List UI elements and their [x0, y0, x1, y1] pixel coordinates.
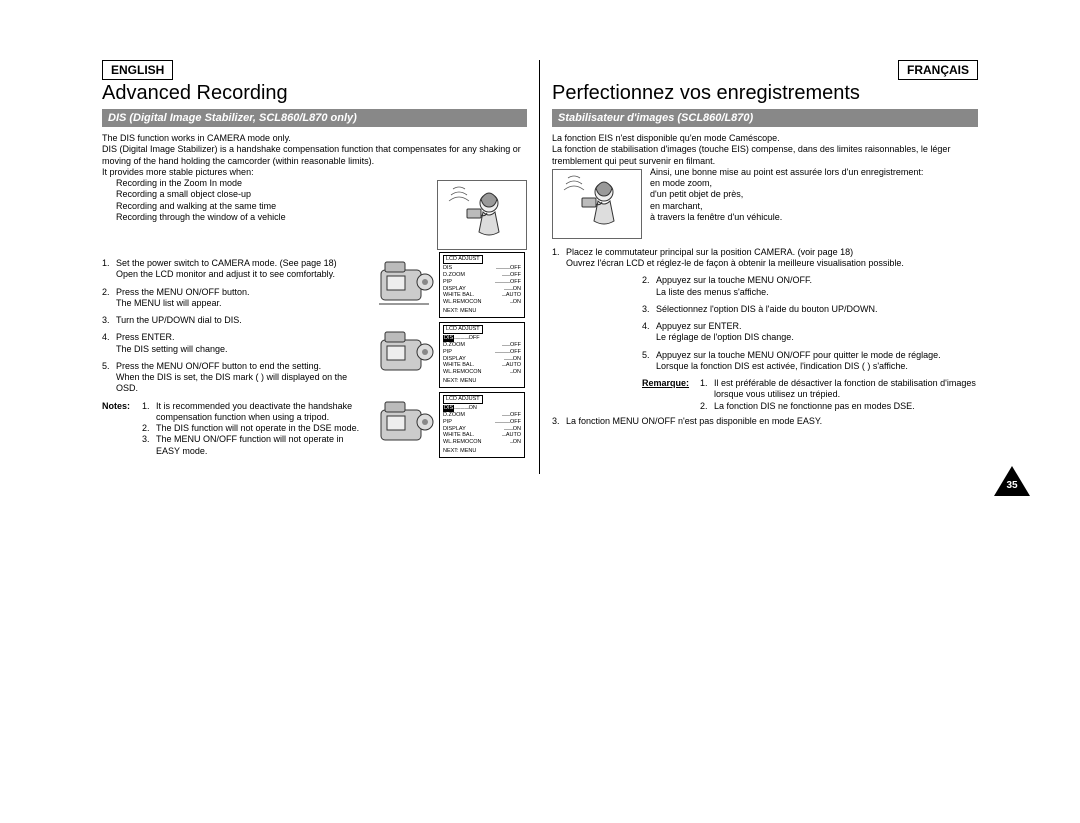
menu-next: NEXT: MENU	[443, 378, 521, 385]
page-number: 35	[1002, 480, 1022, 491]
remarques: Remarque: 1.Il est préférable de désacti…	[642, 378, 978, 412]
lang-row: FRANÇAIS	[552, 60, 978, 82]
step: 4.Appuyez sur ENTER.Le réglage de l'opti…	[642, 321, 978, 344]
cam-row-2: LCD ADJUST DIS..............OFF D.ZOOM..…	[377, 322, 527, 388]
step: 3.Turn the UP/DOWN dial to DIS.	[102, 315, 369, 326]
person-svg	[447, 185, 517, 245]
footer-note: 3. La fonction MENU ON/OFF n'est pas dis…	[552, 416, 978, 427]
notes-label: Notes:	[102, 401, 142, 457]
note: 1.It is recommended you deactivate the h…	[142, 401, 369, 424]
remarque-item: 2.La fonction DIS ne fonctionne pas en m…	[700, 401, 978, 412]
menu-title: LCD ADJUST	[443, 255, 483, 264]
heading-right: Perfectionnez vos enregistrements	[552, 82, 978, 105]
triangle-icon: 35	[994, 466, 1030, 496]
intro-right: La fonction EIS n'est disponible qu'en m…	[552, 133, 978, 241]
menu-box-2: LCD ADJUST DIS..............OFF D.ZOOM..…	[439, 322, 525, 388]
menu-box-1: LCD ADJUST DIS..............OFF D.ZOOM..…	[439, 252, 525, 318]
lang-badge-english: ENGLISH	[102, 60, 173, 80]
person-svg	[562, 174, 632, 234]
person-illustration	[437, 180, 527, 250]
step: 3.Sélectionnez l'option DIS à l'aide du …	[642, 304, 978, 315]
heading-left: Advanced Recording	[102, 82, 527, 105]
steps-right: 1.Placez le commutateur principal sur la…	[552, 247, 978, 372]
step: 1.Placez le commutateur principal sur la…	[552, 247, 978, 270]
step: 4.Press ENTER.The DIS setting will chang…	[102, 332, 369, 355]
french-column: FRANÇAIS Perfectionnez vos enregistremen…	[540, 60, 990, 474]
english-column: ENGLISH Advanced Recording DIS (Digital …	[90, 60, 540, 474]
menu-title: LCD ADJUST	[443, 325, 483, 334]
lang-badge-french: FRANÇAIS	[898, 60, 978, 80]
person-illustration	[552, 169, 642, 239]
camcorder-icon	[377, 326, 437, 384]
intro-line: It provides more stable pictures when:	[102, 167, 527, 178]
two-column-layout: ENGLISH Advanced Recording DIS (Digital …	[90, 60, 990, 474]
step: 2.Press the MENU ON/OFF button.The MENU …	[102, 287, 369, 310]
step: 5.Press the MENU ON/OFF button to end th…	[102, 361, 369, 395]
step: 1.Set the power switch to CAMERA mode. (…	[102, 258, 369, 281]
intro-line: The DIS function works in CAMERA mode on…	[102, 133, 527, 144]
intro-line: DIS (Digital Image Stabilizer) is a hand…	[102, 144, 527, 167]
cam-row-1: LCD ADJUST DIS..............OFF D.ZOOM..…	[377, 252, 527, 318]
step: 2.Appuyez sur la touche MENU ON/OFF.La l…	[642, 275, 978, 298]
note: 2.The DIS function will not operate in t…	[142, 423, 369, 434]
cam-row-3: LCD ADJUST DIS..............ON D.ZOOM...…	[377, 392, 527, 458]
intro-left: The DIS function works in CAMERA mode on…	[102, 133, 527, 252]
camcorder-icon	[377, 256, 437, 314]
remarque-label: Remarque:	[642, 378, 700, 412]
camera-menu-stack: LCD ADJUST DIS..............OFF D.ZOOM..…	[377, 252, 527, 462]
notes-left: Notes: 1.It is recommended you deactivat…	[102, 401, 369, 457]
step: 5.Appuyez sur la touche MENU ON/OFF pour…	[642, 350, 978, 373]
subhead-right: Stabilisateur d'images (SCL860/L870)	[552, 109, 978, 127]
subhead-left: DIS (Digital Image Stabilizer, SCL860/L8…	[102, 109, 527, 127]
menu-next: NEXT: MENU	[443, 308, 521, 315]
remarque-item: 1.Il est préférable de désactiver la fon…	[700, 378, 978, 401]
menu-title: LCD ADJUST	[443, 395, 483, 404]
camcorder-icon	[377, 396, 437, 454]
intro-line: La fonction EIS n'est disponible qu'en m…	[552, 133, 978, 144]
manual-page: ENGLISH Advanced Recording DIS (Digital …	[90, 60, 990, 474]
intro-line: La fonction de stabilisation d'images (t…	[552, 144, 978, 167]
menu-next: NEXT: MENU	[443, 448, 521, 455]
lang-row: ENGLISH	[102, 60, 527, 82]
menu-box-3: LCD ADJUST DIS..............ON D.ZOOM...…	[439, 392, 525, 458]
note: 3.The MENU ON/OFF function will not oper…	[142, 434, 369, 457]
